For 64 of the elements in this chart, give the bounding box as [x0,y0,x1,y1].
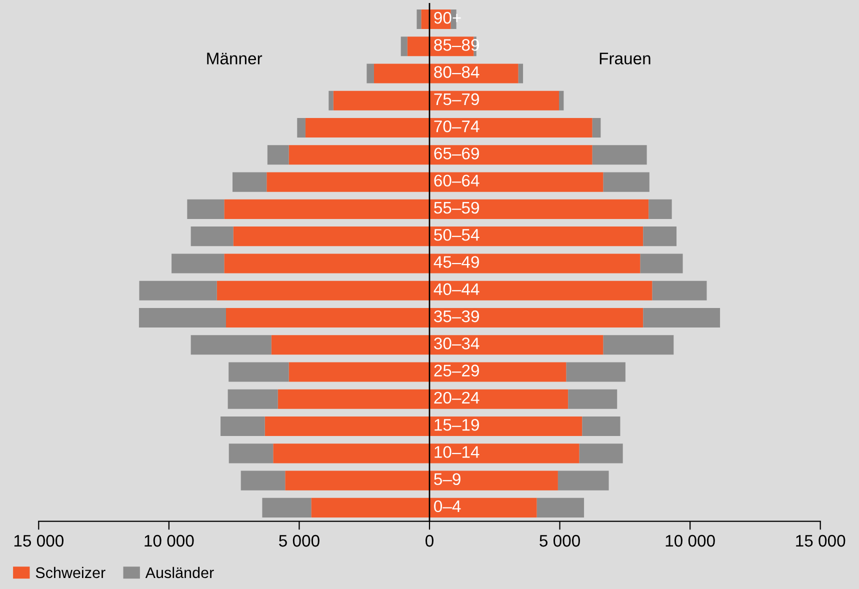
bar [536,498,584,518]
bar [190,226,234,246]
bar [187,199,224,219]
bar [416,9,422,29]
bar [518,64,524,84]
y-tick-label: 70–74 [434,120,480,132]
bar [603,172,650,192]
annotation: Frauen [600,52,650,64]
y-tick-label: 50–54 [434,228,480,241]
legend-label: Ausländer [145,566,214,578]
bar [648,199,672,219]
legend-label: Schweizer [36,566,106,578]
bar [366,64,374,84]
bar [138,308,226,328]
bar [240,470,286,490]
bar [568,389,618,409]
bar [643,226,677,246]
bar [228,444,274,464]
bar [643,308,720,328]
bar [582,416,620,436]
y-tick-label: 15–19 [434,418,479,431]
y-tick-label: 60–64 [434,174,480,187]
y-tick-label: 75–79 [434,93,479,106]
y-tick-label: 45–49 [434,256,479,268]
bar [579,444,623,464]
y-tick-label: 55–59 [434,202,479,214]
bar [328,90,334,110]
y-tick-label: 80–84 [434,66,480,78]
x-tick-label: 10 000 [144,534,194,547]
x-tick-label: 15 000 [796,534,846,547]
bar [592,118,601,138]
bar [267,145,289,165]
bar [220,416,265,436]
y-tick-label: 5–9 [434,473,460,486]
bar [190,335,272,355]
y-tick-label: 35–39 [434,310,479,322]
bar [592,145,647,165]
x-tick-label: 10 000 [666,534,715,547]
bar [232,172,267,192]
bar [262,498,312,518]
bar [558,470,609,490]
y-tick-label: 65–69 [434,148,479,160]
x-tick-label: 5 000 [540,534,580,547]
bar [297,118,306,138]
bar [559,90,564,110]
bar [228,389,278,409]
bar [603,335,674,355]
bar [400,36,408,56]
y-tick-label: 30–34 [434,338,480,350]
y-tick-label: 25–29 [434,364,479,376]
y-tick-label: 40–44 [434,283,480,296]
x-tick-label: 15 000 [14,534,64,547]
y-tick-label: 10–14 [434,446,480,458]
y-tick-label: 20–24 [434,392,480,404]
bar [228,362,289,382]
x-tick-label: 0 [426,534,434,547]
bar [652,280,707,300]
bar [172,254,224,274]
annotation: Männer [207,52,262,64]
bar [566,362,626,382]
x-tick-label: 5 000 [279,534,320,547]
bar [139,280,217,300]
bar [640,254,683,274]
y-tick-label: 0–4 [434,500,461,512]
